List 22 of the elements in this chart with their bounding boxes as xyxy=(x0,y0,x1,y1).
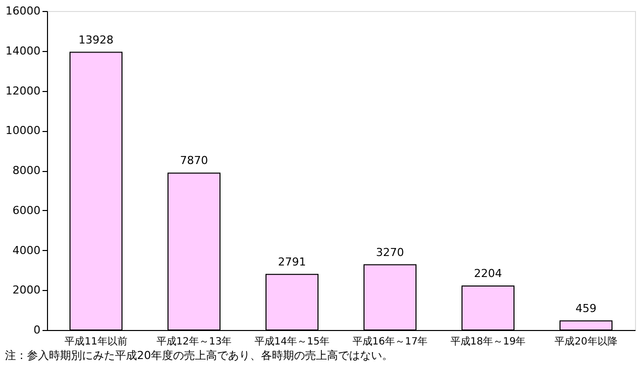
y-tick-label: 14000 xyxy=(6,44,40,58)
data-label: 7870 xyxy=(180,154,208,168)
y-tick-label: 6000 xyxy=(12,204,40,217)
text: 注：参入時期別にみた平成20年度の売上高であり、各時期の売上高ではない。 xyxy=(5,349,394,362)
x-tick-label: 平成12年～13年 xyxy=(156,336,232,348)
data-label: 459 xyxy=(576,302,596,315)
data-label: 2204 xyxy=(474,267,502,280)
y-tick-label: 16000 xyxy=(6,4,40,18)
y-tick-label: 10000 xyxy=(6,124,40,138)
x-tick-label: 平成20年以降 xyxy=(554,336,618,348)
y-tick-label: 12000 xyxy=(6,84,40,98)
data-label: 3270 xyxy=(376,246,404,259)
x-tick-label: 平成14年～15年 xyxy=(254,336,330,348)
x-tick-label: 平成16年～17年 xyxy=(352,336,428,348)
y-tick-label: 0 xyxy=(34,324,40,336)
y-tick-label: 2000 xyxy=(12,284,40,297)
data-label: 2791 xyxy=(278,255,306,268)
y-tick-label: 4000 xyxy=(12,244,40,257)
data-label: 13928 xyxy=(78,33,114,46)
x-tick-label: 平成18年～19年 xyxy=(450,336,526,348)
x-tick-label: 平成11年以前 xyxy=(64,336,128,348)
y-tick-label: 8000 xyxy=(12,164,40,177)
